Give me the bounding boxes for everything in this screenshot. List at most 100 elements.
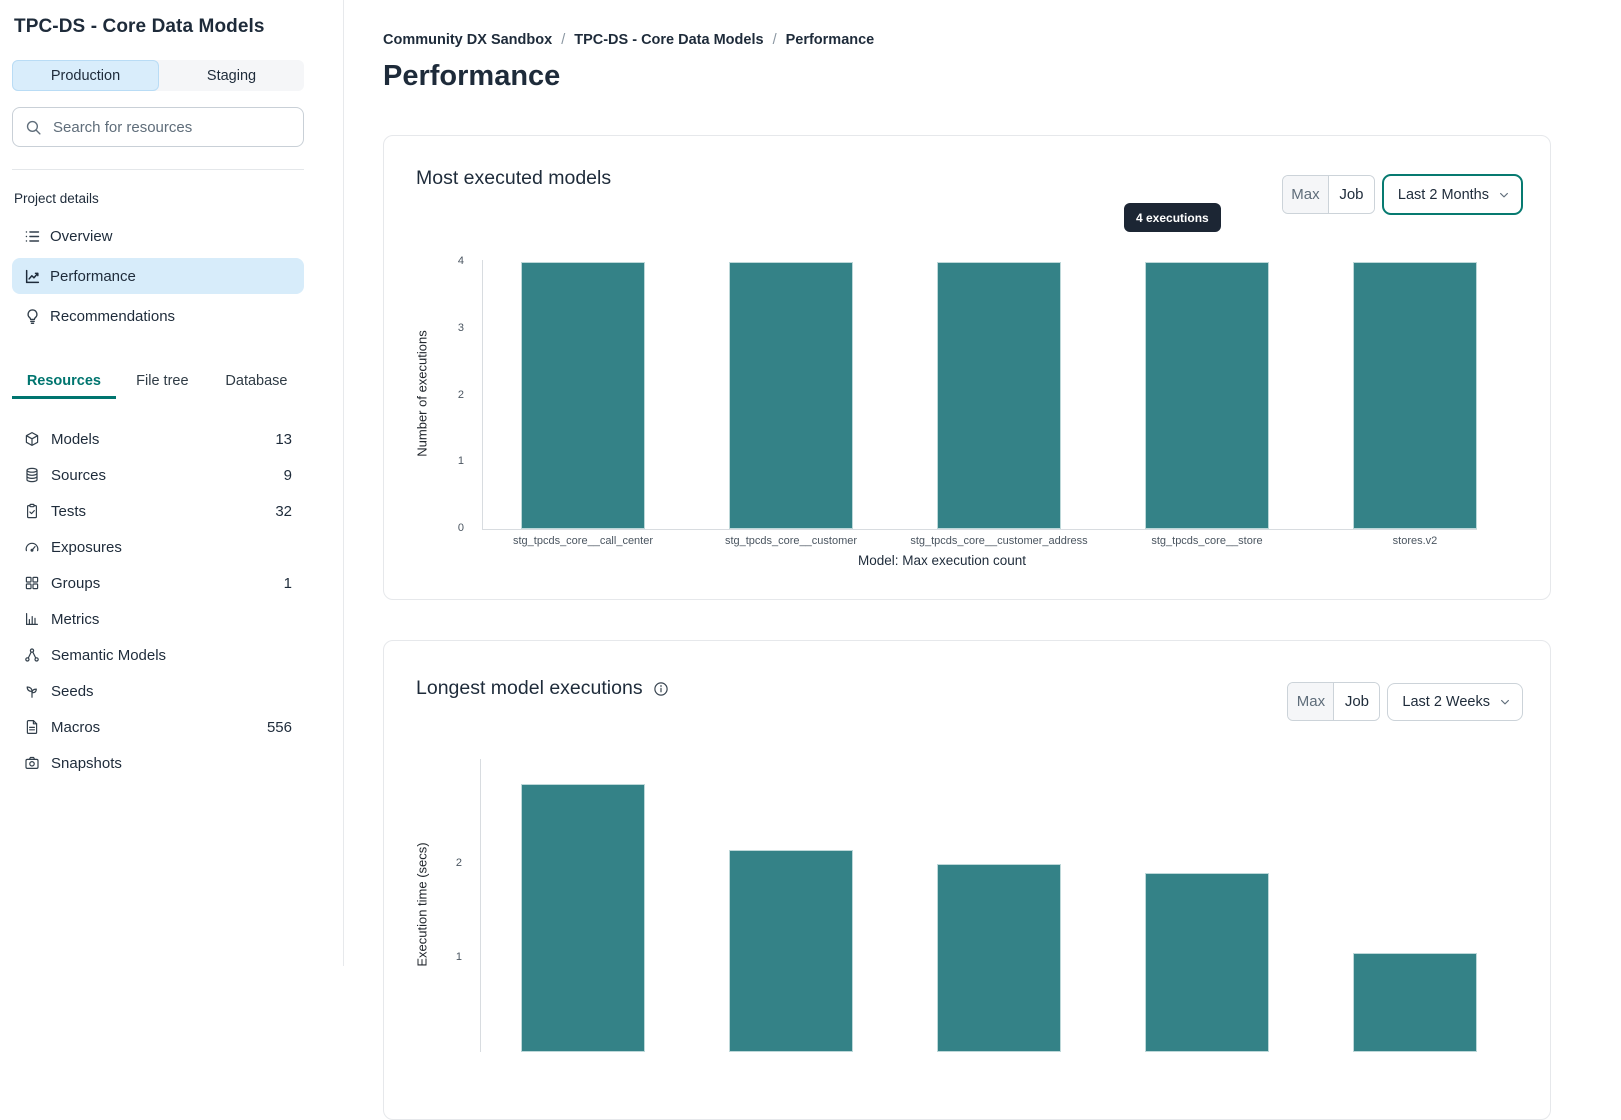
project-title: TPC-DS - Core Data Models	[14, 16, 265, 37]
y-axis-line	[482, 260, 483, 529]
x-category-label: stg_tpcds_core__customer	[724, 535, 858, 547]
breadcrumb: Community DX Sandbox / TPC-DS - Core Dat…	[383, 32, 874, 48]
resource-count: 13	[275, 430, 292, 448]
chart-line-icon	[24, 268, 41, 285]
x-axis-title: Model: Max execution count	[857, 553, 1027, 568]
sidebar: TPC-DS - Core Data Models Production Sta…	[0, 0, 344, 966]
list-icon	[24, 228, 41, 245]
time-range-dropdown[interactable]: Last 2 Weeks	[1387, 682, 1523, 721]
page-title: Performance	[383, 60, 561, 92]
info-icon[interactable]	[653, 681, 669, 697]
resource-search[interactable]	[12, 107, 304, 147]
sidebar-item-tests[interactable]: Tests 32	[12, 493, 304, 529]
resource-label: Snapshots	[51, 754, 122, 772]
environment-toggle: Production Staging	[12, 60, 304, 91]
bar-chart-most-executed: 0 1 2 3 4 stg_tpcds_core__call_center stg_tpcd…	[384, 136, 1550, 599]
bar[interactable]	[937, 864, 1061, 1052]
bar[interactable]	[521, 262, 645, 529]
sidebar-item-groups[interactable]: Groups 1	[12, 565, 304, 601]
chevron-down-icon	[1499, 696, 1511, 708]
max-job-toggle: Max Job	[1287, 682, 1381, 721]
breadcrumb-current: Performance	[785, 32, 875, 48]
resource-label: Tests	[51, 502, 87, 520]
sidebar-item-recommendations[interactable]: Recommendations	[12, 298, 304, 334]
bar[interactable]	[1145, 873, 1269, 1052]
search-input[interactable]	[51, 117, 291, 137]
clipboard-check-icon	[24, 503, 40, 519]
y-tick-label: 0	[457, 522, 464, 534]
resource-count: 1	[283, 574, 292, 592]
sidebar-divider	[12, 169, 304, 170]
x-category-label: stg_tpcds_core__call_center	[512, 535, 654, 547]
y-axis-line	[480, 759, 481, 1052]
resource-list: Models 13 Sources 9 Tests 32 Exposures	[12, 421, 304, 781]
database-icon	[24, 467, 40, 483]
tab-database[interactable]: Database	[225, 372, 288, 389]
tab-resources[interactable]: Resources	[12, 364, 116, 399]
bar[interactable]	[521, 784, 645, 1052]
card-title: Longest model executions	[416, 677, 669, 700]
production-toggle-button[interactable]: Production	[12, 60, 159, 91]
time-range-dropdown[interactable]: Last 2 Months	[1381, 174, 1523, 215]
bar[interactable]	[729, 849, 853, 1052]
bar-chart-icon	[24, 611, 40, 627]
resource-label: Groups	[51, 574, 101, 592]
resource-label: Semantic Models	[51, 646, 167, 664]
resource-label: Sources	[51, 466, 107, 484]
sidebar-item-metrics[interactable]: Metrics	[12, 601, 304, 637]
job-button[interactable]: Job	[1328, 176, 1374, 213]
y-tick-label: 1	[457, 455, 464, 468]
job-button[interactable]: Job	[1334, 683, 1380, 720]
breadcrumb-project[interactable]: TPC-DS - Core Data Models	[574, 32, 764, 48]
resource-count: 9	[283, 466, 292, 484]
sidebar-item-overview[interactable]: Overview	[12, 218, 304, 254]
resource-label: Models	[51, 430, 100, 448]
sidebar-item-exposures[interactable]: Exposures	[12, 529, 304, 565]
chart-controls: Max Job Last 2 Weeks	[1287, 682, 1523, 721]
tab-file-tree[interactable]: File tree	[136, 372, 189, 389]
bar[interactable]	[729, 262, 853, 529]
max-button[interactable]: Max	[1282, 176, 1329, 213]
network-icon	[24, 647, 40, 663]
sprout-icon	[24, 683, 40, 699]
nav-label: Performance	[50, 267, 136, 285]
grid-icon	[24, 575, 40, 591]
nav-label: Recommendations	[50, 307, 176, 325]
resource-label: Seeds	[51, 682, 94, 700]
time-range-value: Last 2 Months	[1397, 186, 1489, 203]
longest-model-executions-card: Longest model executions Max Job Last 2 …	[383, 640, 1551, 1120]
chart-controls: Max Job Last 2 Months	[1281, 174, 1523, 215]
chart-tooltip: 4 executions	[1124, 203, 1221, 232]
resource-label: Metrics	[51, 610, 100, 628]
card-title: Most executed models	[416, 167, 612, 189]
main-content: Community DX Sandbox / TPC-DS - Core Dat…	[344, 0, 1621, 1120]
bar[interactable]	[1353, 262, 1477, 529]
project-details-label: Project details	[14, 191, 99, 206]
time-range-value: Last 2 Weeks	[1402, 693, 1490, 710]
sidebar-item-performance[interactable]: Performance	[12, 258, 304, 294]
sidebar-item-models[interactable]: Models 13	[12, 421, 304, 457]
bar[interactable]	[1353, 953, 1477, 1052]
file-icon	[24, 719, 40, 735]
y-tick-label: 3	[457, 321, 464, 334]
breadcrumb-separator: /	[772, 32, 777, 48]
bar[interactable]	[1145, 262, 1269, 529]
max-button[interactable]: Max	[1288, 683, 1335, 720]
y-axis-label: Number of executions	[414, 330, 430, 457]
sidebar-item-semantic-models[interactable]: Semantic Models	[12, 637, 304, 673]
resource-label: Exposures	[51, 538, 122, 556]
sidebar-item-seeds[interactable]: Seeds	[12, 673, 304, 709]
y-tick-label: 2	[457, 388, 464, 401]
resource-count: 556	[266, 718, 292, 736]
sidebar-item-snapshots[interactable]: Snapshots	[12, 745, 304, 781]
breadcrumb-separator: /	[561, 32, 566, 48]
sidebar-item-macros[interactable]: Macros 556	[12, 709, 304, 745]
x-category-label: stg_tpcds_core__store	[1151, 535, 1263, 547]
sidebar-item-sources[interactable]: Sources 9	[12, 457, 304, 493]
bar[interactable]	[937, 262, 1061, 529]
x-category-label: stg_tpcds_core__customer_address	[910, 535, 1088, 547]
staging-toggle-button[interactable]: Staging	[206, 67, 257, 84]
breadcrumb-account[interactable]: Community DX Sandbox	[383, 32, 553, 48]
card-title-text: Longest model executions	[416, 677, 643, 699]
